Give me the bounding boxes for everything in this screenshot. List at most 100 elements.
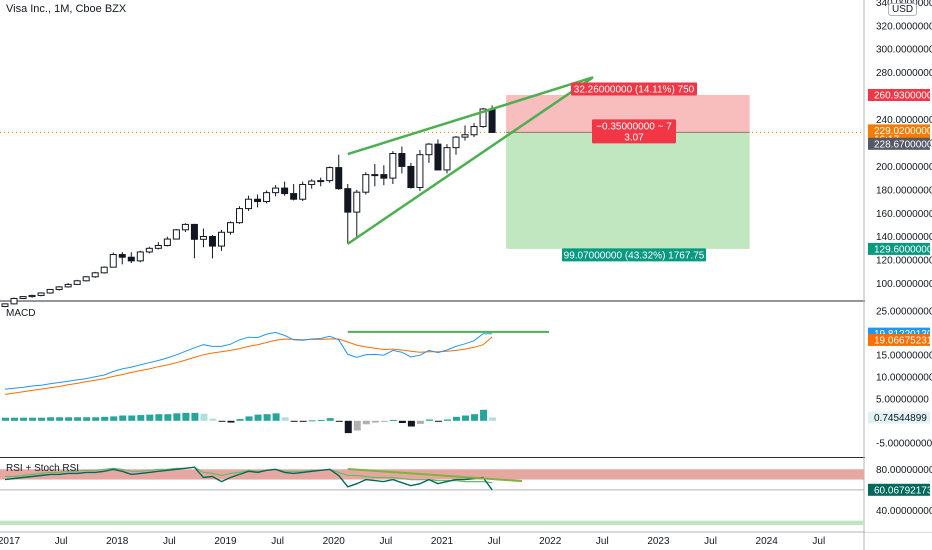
target-label-text: 99.07000000 (43.32%) 1767.75 bbox=[564, 250, 705, 261]
candle-body bbox=[236, 208, 244, 224]
time-tick-label: 2018 bbox=[106, 536, 129, 547]
candle-body bbox=[136, 251, 144, 262]
time-tick-label: 2020 bbox=[323, 536, 346, 547]
stop-label: 32.26000000 (14.11%) 750 bbox=[571, 82, 697, 96]
candle bbox=[199, 228, 207, 248]
close-price-tag: 228.67000000 bbox=[874, 139, 932, 150]
macd-histogram-bar bbox=[335, 420, 343, 422]
macd-histogram-bar bbox=[83, 417, 91, 421]
candle bbox=[452, 135, 460, 155]
candle-body bbox=[46, 288, 54, 294]
candle-body bbox=[488, 108, 496, 133]
target-price-tag-bg bbox=[868, 242, 930, 255]
last-price-tag: 229.02000000 bbox=[874, 126, 932, 137]
drawings[interactable] bbox=[347, 76, 594, 483]
macd-histogram-bar bbox=[317, 419, 325, 421]
candle bbox=[416, 150, 424, 192]
candle bbox=[353, 189, 361, 237]
macd-histogram-bar bbox=[443, 419, 451, 421]
price-tick-label: 200.00000000 bbox=[876, 162, 932, 173]
histogram-value-tag-bg bbox=[868, 411, 930, 424]
candle bbox=[82, 275, 90, 282]
macd-histogram-bar bbox=[434, 420, 442, 422]
macd-histogram-bar bbox=[416, 420, 424, 424]
candle bbox=[236, 206, 244, 224]
macd-histogram-bar bbox=[173, 413, 181, 421]
candle-body bbox=[73, 280, 81, 285]
candle-body bbox=[344, 188, 352, 213]
candle bbox=[371, 164, 379, 187]
macd-histogram-bar bbox=[20, 417, 28, 421]
macd-histogram-bar bbox=[371, 420, 379, 423]
candle bbox=[190, 223, 198, 259]
time-axis[interactable]: 2017 Jul 2018 Jul 2019 Jul 2020 Jul 2021 Jul 2022 J… bbox=[0, 536, 825, 547]
chart-title: Visa Inc., 1M, Cboe BZX bbox=[6, 3, 127, 15]
position-zones[interactable] bbox=[0, 95, 864, 249]
macd-histogram-bar bbox=[227, 420, 235, 423]
candle bbox=[136, 250, 144, 263]
time-tick-label: 2023 bbox=[647, 536, 670, 547]
target-zone bbox=[506, 132, 750, 249]
macd-tick-label: 25.00000000 bbox=[876, 306, 932, 317]
stop-label-text: 32.26000000 (14.11%) 750 bbox=[574, 85, 695, 96]
candle-body bbox=[254, 198, 262, 203]
macd-histogram-bar bbox=[218, 420, 226, 422]
macd-histogram-bar bbox=[290, 420, 298, 422]
candle-body bbox=[127, 256, 135, 262]
price-tick-label: 100.00000000 bbox=[876, 279, 932, 290]
macd-histogram-bar bbox=[398, 420, 406, 423]
signal-line bbox=[4, 336, 493, 395]
candle-body bbox=[479, 108, 487, 128]
candle bbox=[55, 286, 63, 291]
macd-histogram-bar bbox=[200, 413, 208, 421]
candle bbox=[290, 183, 298, 201]
macd-histogram-bar bbox=[245, 416, 253, 421]
candle bbox=[299, 181, 307, 201]
macd-tick-label: 5.00000000 bbox=[876, 394, 929, 405]
candle-body bbox=[281, 187, 289, 195]
candle-body bbox=[37, 292, 45, 296]
macd-tick-label: -5.00000000 bbox=[876, 438, 932, 449]
candle bbox=[434, 139, 442, 171]
candle bbox=[163, 236, 171, 247]
time-tick-label: Jul bbox=[379, 536, 392, 547]
risk-reward-label-text: −0.35000000 ~ 7 bbox=[596, 121, 672, 132]
candle bbox=[109, 252, 117, 268]
price-tick-label: 120.00000000 bbox=[876, 256, 932, 267]
candle-body bbox=[326, 167, 334, 182]
candle bbox=[1, 303, 9, 308]
candle-body bbox=[118, 254, 126, 258]
macd-histogram-bar bbox=[407, 420, 415, 427]
oversold-band bbox=[0, 520, 864, 525]
macd-pane bbox=[2, 331, 497, 434]
candle-body bbox=[272, 187, 280, 194]
macd-histogram-bar bbox=[119, 415, 127, 421]
candle-body bbox=[434, 143, 442, 171]
currency-chip[interactable]: USD bbox=[888, 3, 918, 16]
candle-body bbox=[217, 231, 225, 247]
macd-histogram-bar bbox=[38, 417, 46, 421]
price-tick-label: 240.00000000 bbox=[876, 115, 932, 126]
macd-histogram-bar bbox=[74, 417, 82, 421]
rsi-divergence-line bbox=[347, 467, 523, 483]
candle bbox=[443, 144, 451, 174]
macd-line bbox=[4, 331, 493, 390]
candle bbox=[181, 223, 189, 233]
candle bbox=[154, 242, 162, 250]
time-tick-label: Jul bbox=[55, 536, 68, 547]
macd-histogram-bar bbox=[326, 418, 334, 421]
macd-histogram-bar bbox=[128, 415, 136, 421]
candle bbox=[227, 221, 234, 235]
macd-histogram-bar bbox=[462, 415, 470, 421]
candle bbox=[344, 183, 352, 244]
macd-histogram-bar bbox=[344, 420, 352, 434]
price-tick-label: 280.00000000 bbox=[876, 68, 932, 79]
candle-body bbox=[208, 235, 216, 247]
candle-body bbox=[100, 266, 108, 274]
rsi-tick-label: 40.00000000 bbox=[876, 506, 932, 517]
macd-histogram-bar bbox=[101, 416, 109, 421]
candle bbox=[254, 194, 262, 208]
candle-body bbox=[407, 165, 415, 188]
price-axis[interactable]: 340.00000000320.00000000300.00000000280.… bbox=[865, 0, 932, 532]
